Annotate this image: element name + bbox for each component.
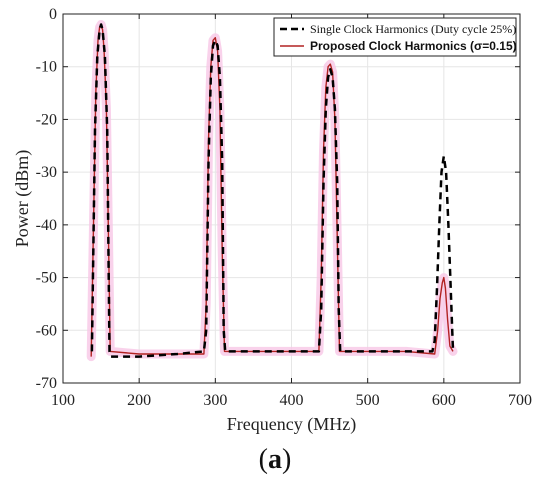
y-tick-label: -60 (36, 322, 57, 339)
x-tick-label: 700 (508, 392, 532, 409)
x-tick-label: 300 (203, 392, 227, 409)
x-tick-label: 500 (356, 392, 380, 409)
y-tick-label: -70 (36, 375, 57, 392)
tick-labels: 100 200 300 400 500 600 700 0 -10 -20 -30 -40 -50 -60… (36, 6, 532, 409)
legend-box (273, 17, 517, 57)
caption-close-paren: ) (282, 444, 291, 475)
caption-open-paren: ( (259, 444, 268, 475)
y-tick-label: -40 (36, 217, 57, 234)
caption-letter: a (268, 444, 282, 475)
legend-label-proposed-clock: Proposed Clock Harmonics (σ=0.15) (310, 39, 517, 53)
axis-ticks (62, 13, 521, 384)
y-tick-label: -10 (36, 59, 57, 76)
y-tick-label: -30 (36, 164, 57, 181)
legend: Single Clock Harmonics (Duty cycle 25%) … (273, 17, 517, 57)
series-lines (90, 23, 455, 358)
y-tick-label: -20 (36, 111, 57, 128)
figure-caption: (a) (259, 444, 292, 475)
series-single-clock-line (90, 23, 455, 358)
y-axis-label: Power (dBm) (12, 150, 33, 248)
y-tick-label: 0 (49, 6, 57, 23)
legend-label-single-clock: Single Clock Harmonics (Duty cycle 25%) (310, 22, 516, 36)
series-proposed-clock-line (90, 23, 454, 357)
x-tick-label: 100 (51, 392, 75, 409)
x-axis-label: Frequency (MHz) (227, 414, 356, 435)
x-tick-label: 200 (127, 392, 151, 409)
x-tick-label: 600 (432, 392, 456, 409)
x-tick-label: 400 (280, 392, 304, 409)
y-tick-label: -50 (36, 270, 57, 287)
